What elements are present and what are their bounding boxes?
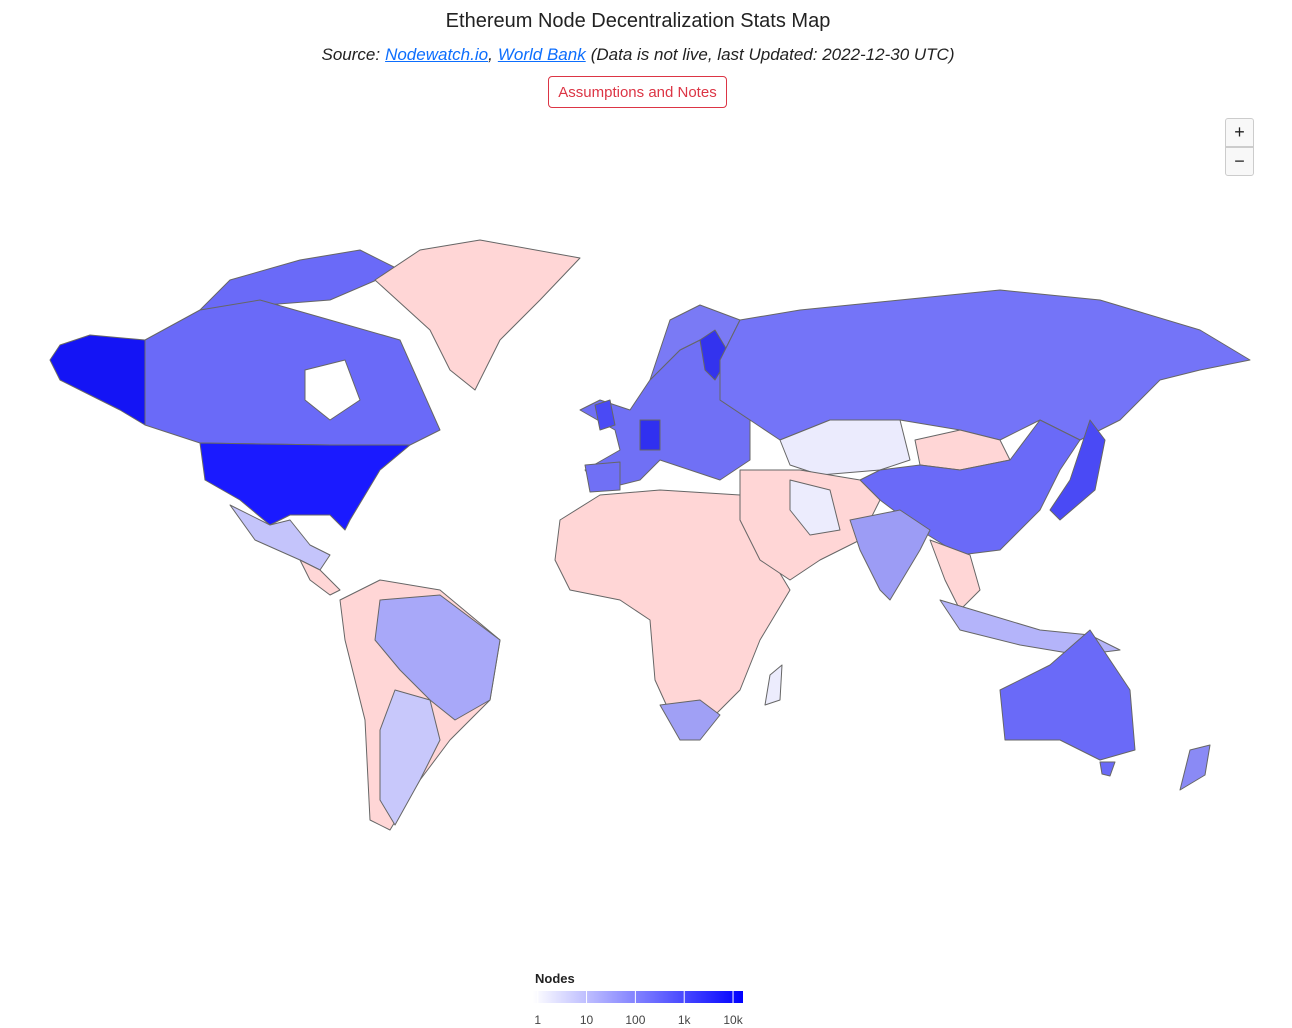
colorbar-gradient [533, 991, 743, 1003]
country [554, 489, 791, 736]
country [584, 461, 621, 493]
country [199, 442, 411, 531]
tick-label: 1k [678, 1013, 692, 1027]
countries [49, 239, 1251, 831]
zoom-in[interactable]: + [1225, 118, 1254, 147]
country [719, 289, 1251, 441]
source-line: Source: Nodewatch.io, World Bank (Data is n… [0, 45, 1276, 65]
notes-button[interactable]: Assumptions and Notes [548, 76, 727, 108]
country [374, 594, 501, 721]
link[interactable]: World Bank [497, 45, 586, 64]
separator: , [488, 45, 493, 64]
colorbar: Nodes 1 10 100 1k 10k [533, 971, 744, 1027]
country [199, 249, 401, 311]
tick-label: 10 [580, 1013, 594, 1027]
zoom-out[interactable]: − [1225, 147, 1254, 176]
country [374, 239, 581, 391]
country [229, 504, 331, 571]
country [1179, 744, 1211, 791]
tick-label: 1 [534, 1013, 541, 1027]
country [939, 599, 1121, 656]
country [594, 399, 616, 431]
country [379, 689, 441, 826]
country [789, 479, 841, 536]
link[interactable]: Nodewatch.io [385, 45, 489, 64]
country [929, 539, 981, 611]
colorbar-title: Nodes [535, 971, 575, 986]
tick-label: 10k [723, 1013, 743, 1027]
country [49, 334, 146, 426]
country [1049, 419, 1106, 521]
title: Ethereum Node Decentralization Stats Map [445, 10, 831, 32]
note: (Data is not live, last Updated: 2022-12… [590, 45, 955, 64]
tick-label: 100 [625, 1013, 645, 1027]
country [779, 419, 911, 476]
country [1099, 761, 1116, 777]
country [999, 629, 1136, 761]
country [144, 299, 441, 446]
country [659, 699, 721, 741]
source-prefix: Source: [321, 45, 381, 64]
country [299, 559, 341, 596]
country [639, 419, 661, 451]
lake [304, 359, 361, 421]
country [764, 664, 783, 706]
country [849, 509, 931, 601]
